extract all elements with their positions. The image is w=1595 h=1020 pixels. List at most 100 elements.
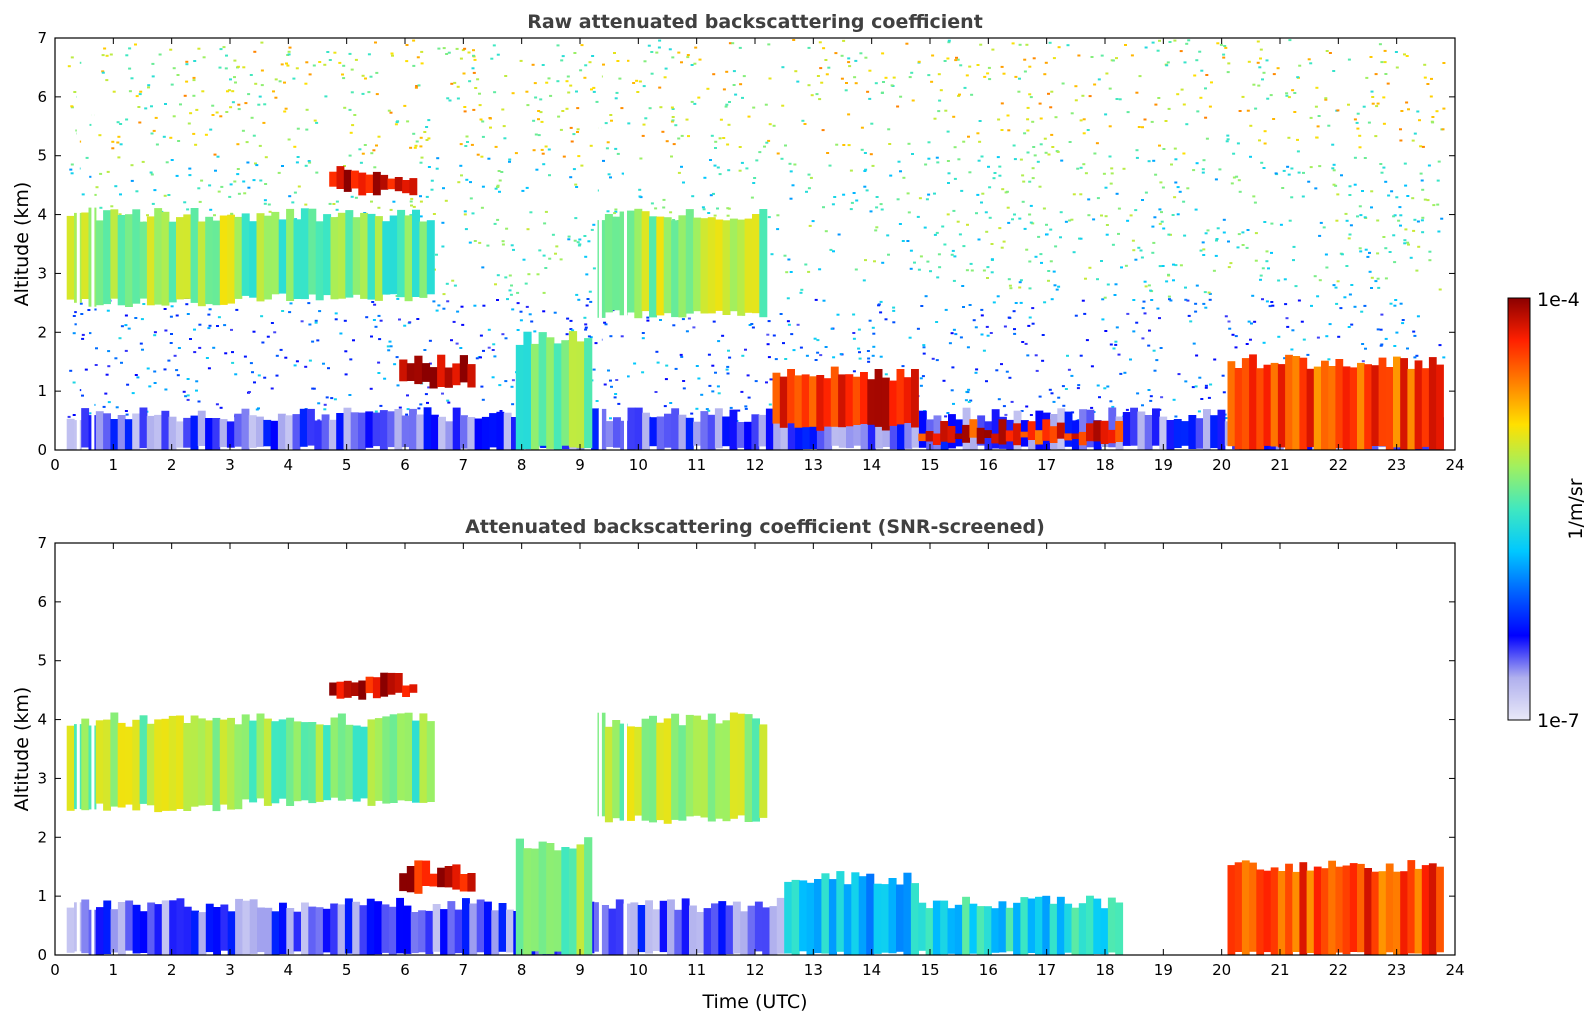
layer-cell [491,910,500,955]
noise-cell [931,357,935,360]
layer-cell [561,847,570,955]
noise-cell [153,382,157,384]
layer-cell [1313,866,1322,955]
noise-cell [936,276,940,279]
noise-cell [316,339,320,342]
noise-cell [1427,164,1431,167]
noise-cell [1000,246,1004,249]
noise-cell [1356,112,1360,115]
noise-cell [694,46,698,49]
layer-cell [467,417,476,450]
layer-cell [365,676,374,694]
noise-cell [391,54,394,57]
noise-cell [81,337,85,340]
noise-cell [1205,74,1209,76]
noise-cell [970,269,974,272]
noise-cell [1399,224,1402,227]
noise-cell [398,318,401,321]
layer-cell [809,376,817,427]
layer-cell [322,908,331,953]
noise-cell [529,211,533,214]
noise-cell [1173,196,1177,199]
noise-cell [986,334,990,337]
noise-cell [1161,186,1165,189]
noise-cell [738,146,742,148]
noise-cell [208,184,212,187]
layer-cell [601,905,609,955]
noise-cell [229,106,233,109]
noise-cell [1093,152,1097,155]
noise-cell [110,205,114,208]
layer-cell [1400,358,1408,450]
noise-cell [1026,151,1030,154]
noise-cell [1221,374,1225,377]
noise-cell [672,219,676,221]
noise-cell [824,230,828,233]
noise-cell [993,172,997,174]
noise-cell [225,111,229,113]
noise-cell [1100,54,1104,57]
noise-cell [258,144,262,147]
noise-cell [576,128,580,131]
noise-cell [1191,386,1195,389]
layer-cell [219,215,228,305]
noise-cell [1070,218,1074,221]
layer-cell [183,417,192,448]
noise-cell [1403,239,1407,242]
noise-cell [1018,77,1021,80]
layer-cell [515,344,524,450]
noise-cell [1254,107,1258,110]
layer-cell [758,414,767,447]
noise-cell [969,262,973,265]
layer-cell [110,419,119,450]
layer-cell [462,898,470,955]
noise-cell [685,330,689,333]
noise-cell [511,403,515,406]
noise-cell [980,333,984,336]
noise-cell [849,208,853,211]
noise-cell [984,211,988,214]
noise-cell [183,201,187,204]
noise-cell [1050,392,1054,395]
noise-cell [946,412,950,414]
noise-cell [323,403,327,406]
noise-cell [479,118,483,121]
noise-cell [226,90,229,93]
layer-cell [918,433,927,442]
noise-cell [286,64,290,67]
noise-cell [1227,320,1231,323]
noise-cell [1315,136,1319,139]
noise-cell [1079,354,1083,357]
layer-cell [772,372,781,424]
noise-cell [965,74,969,77]
noise-cell [863,152,867,154]
noise-cell [167,194,171,196]
noise-cell [173,354,177,357]
noise-cell [1367,121,1371,124]
noise-cell [1432,204,1436,207]
layer-cell [343,169,352,192]
noise-cell [456,310,460,313]
noise-cell [935,359,939,362]
noise-cell [602,159,605,162]
noise-cell [746,374,750,377]
noise-cell [671,108,675,110]
noise-cell [791,184,795,187]
layer-cell [932,433,941,445]
noise-cell [965,269,969,272]
noise-cell [857,328,861,331]
noise-cell [1394,51,1398,53]
noise-cell [1050,90,1054,93]
noise-cell [229,78,232,81]
noise-cell [1141,337,1145,340]
noise-cell [69,168,73,171]
noise-cell [852,192,856,194]
noise-cell [947,39,951,42]
noise-cell [413,146,417,149]
layer-cell [1328,366,1336,450]
layer-cell [1263,870,1272,953]
noise-cell [305,108,309,111]
noise-cell [459,57,463,60]
noise-cell [492,343,496,346]
